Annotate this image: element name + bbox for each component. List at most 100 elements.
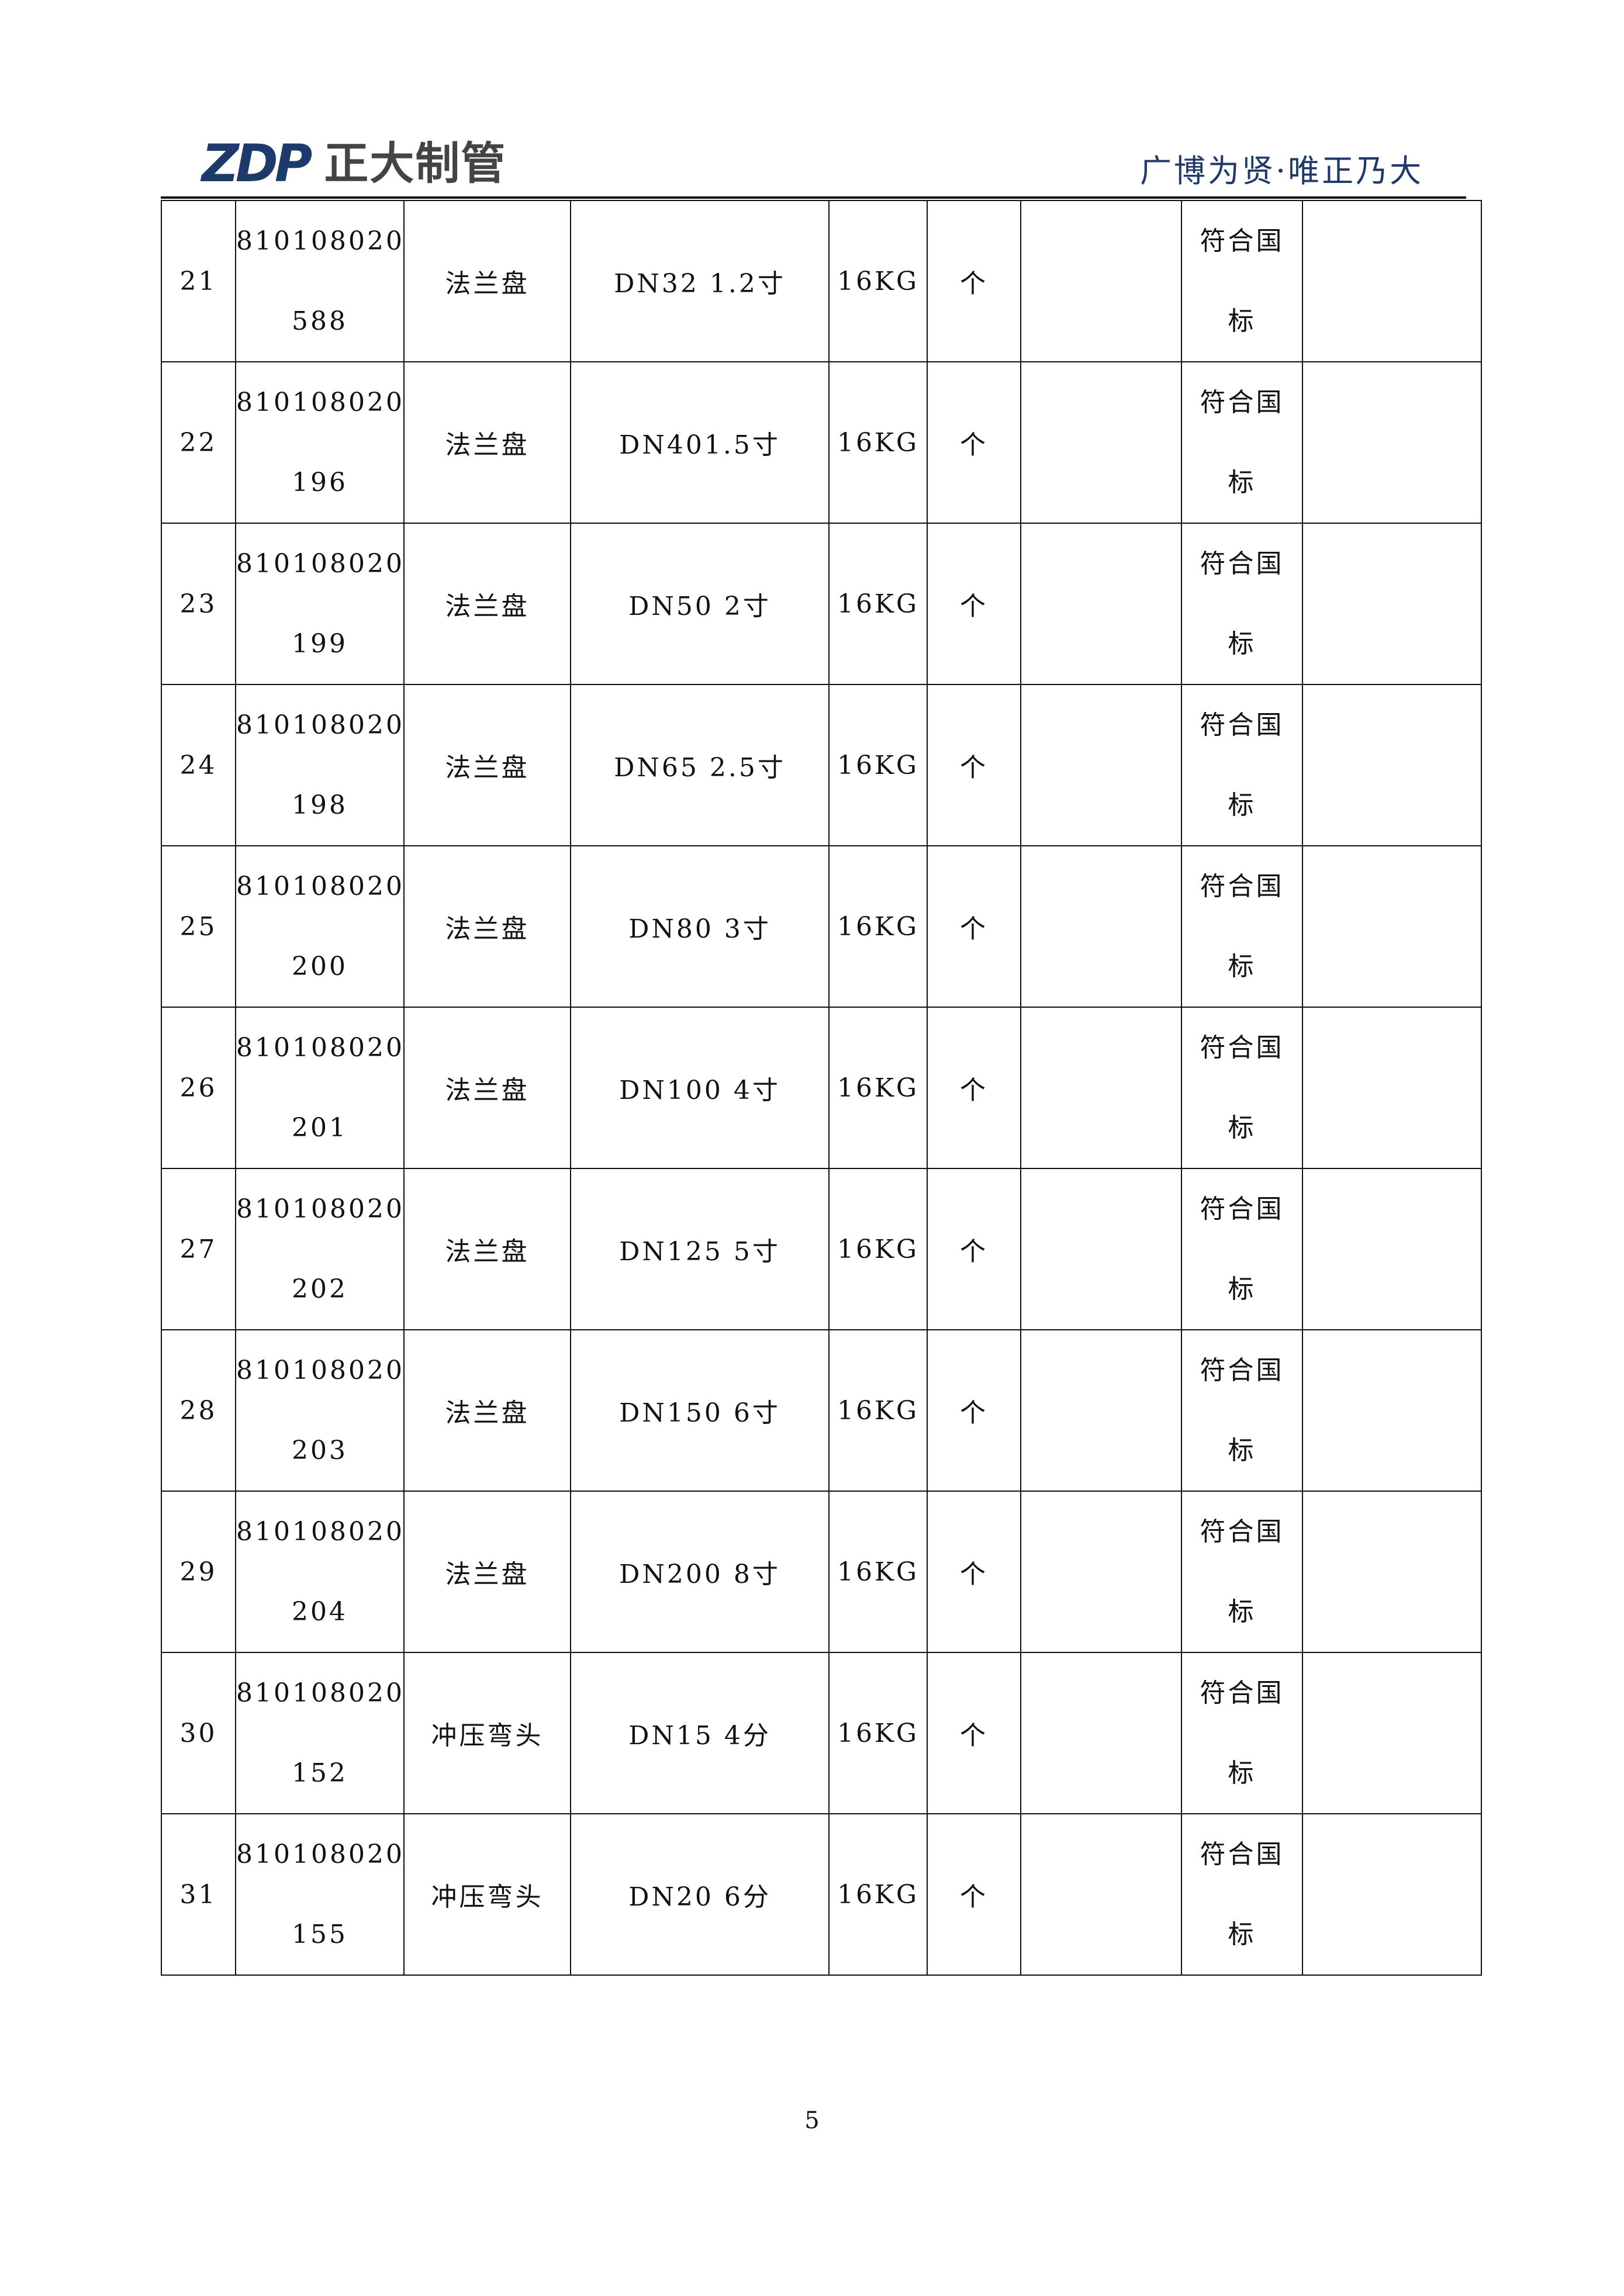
code-cell: 810108020 201 <box>235 1007 405 1169</box>
code-cell: 810108020 152 <box>235 1652 405 1814</box>
table-row: 22 810108020 196 法兰盘 DN401.5寸 16KG 个 符合国标 <box>161 361 1482 524</box>
header-rule <box>161 196 1466 199</box>
code-text: 810108020 <box>236 1517 405 1547</box>
code-text: 810108020 <box>236 1356 405 1385</box>
standard-cell: 符合国标 <box>1181 1329 1303 1492</box>
standard-text: 标 <box>1228 1274 1256 1304</box>
code-text: 810108020 <box>236 1194 405 1224</box>
name-cell: 冲压弯头 <box>403 1652 571 1814</box>
pressure-text: 16KG <box>837 1557 919 1587</box>
name-text: 法兰盘 <box>445 592 530 621</box>
standard-text: 标 <box>1228 1920 1256 1949</box>
pressure-cell: 16KG <box>828 1168 928 1330</box>
standard-text: 符合国 <box>1200 1356 1284 1385</box>
pressure-cell: 16KG <box>828 1329 928 1492</box>
code-text: 199 <box>292 629 348 659</box>
company-logo: ZDP 正大制管 <box>202 133 507 193</box>
unit-text: 个 <box>960 753 988 783</box>
code-cell: 810108020 200 <box>235 845 405 1008</box>
qty-cell <box>1020 1491 1182 1653</box>
remark-cell <box>1302 1329 1482 1492</box>
logo-text: 正大制管 <box>324 137 507 189</box>
qty-cell <box>1020 1813 1182 1976</box>
unit-text: 个 <box>960 1076 988 1105</box>
name-text: 法兰盘 <box>445 1237 530 1267</box>
unit-cell: 个 <box>927 845 1021 1008</box>
name-text: 法兰盘 <box>445 1560 530 1589</box>
pressure-text: 16KG <box>837 266 919 296</box>
standard-text: 标 <box>1228 1436 1256 1465</box>
spec-cell: DN32 1.2寸 <box>570 200 830 362</box>
unit-cell: 个 <box>927 1168 1021 1330</box>
code-text: 810108020 <box>236 388 405 417</box>
code-text: 810108020 <box>236 1678 405 1708</box>
unit-cell: 个 <box>927 1652 1021 1814</box>
code-cell: 810108020 196 <box>235 361 405 524</box>
remark-cell <box>1302 361 1482 524</box>
no-cell: 28 <box>161 1329 236 1492</box>
standard-cell: 符合国标 <box>1181 361 1303 524</box>
no-cell: 22 <box>161 361 236 524</box>
spec-cell: DN150 6寸 <box>570 1329 830 1492</box>
table-row: 26 810108020 201 法兰盘 DN100 4寸 16KG 个 符合国标 <box>161 1007 1482 1169</box>
code-text: 204 <box>292 1597 348 1627</box>
code-text: 155 <box>292 1920 348 1949</box>
no-text: 25 <box>179 911 217 942</box>
no-text: 28 <box>179 1395 217 1426</box>
spec-cell: DN100 4寸 <box>570 1007 830 1169</box>
table-row: 30 810108020 152 冲压弯头 DN15 4分 16KG 个 符合国标 <box>161 1652 1482 1814</box>
table-row: 24 810108020 198 法兰盘 DN65 2.5寸 16KG 个 符合国标 <box>161 684 1482 846</box>
standard-cell: 符合国标 <box>1181 1168 1303 1330</box>
logo-mark: ZDP <box>202 133 312 193</box>
standard-text: 符合国 <box>1200 1839 1284 1869</box>
code-cell: 810108020 204 <box>235 1491 405 1653</box>
standard-text: 符合国 <box>1200 1517 1284 1547</box>
name-cell: 法兰盘 <box>403 1168 571 1330</box>
no-cell: 25 <box>161 845 236 1008</box>
code-text: 810108020 <box>236 710 405 740</box>
spec-cell: DN65 2.5寸 <box>570 684 830 846</box>
header-slogan: 广博为贤·唯正乃大 <box>1140 153 1424 189</box>
no-cell: 24 <box>161 684 236 846</box>
spec-text: DN200 8寸 <box>619 1560 780 1589</box>
page-number: 5 <box>804 2107 820 2134</box>
spec-text: DN100 4寸 <box>619 1076 780 1105</box>
spec-cell: DN401.5寸 <box>570 361 830 524</box>
pressure-cell: 16KG <box>828 1813 928 1976</box>
no-cell: 26 <box>161 1007 236 1169</box>
spec-text: DN150 6寸 <box>619 1398 780 1428</box>
spec-cell: DN50 2寸 <box>570 523 830 685</box>
code-cell: 810108020 198 <box>235 684 405 846</box>
code-text: 810108020 <box>236 1839 405 1869</box>
no-cell: 21 <box>161 200 236 362</box>
code-text: 810108020 <box>236 872 405 901</box>
code-text: 198 <box>292 790 348 820</box>
qty-cell <box>1020 1652 1182 1814</box>
remark-cell <box>1302 1491 1482 1653</box>
product-table: 21 810108020 588 法兰盘 DN32 1.2寸 16KG 个符合国标 22 810… <box>161 200 1482 1976</box>
pressure-cell: 16KG <box>828 684 928 846</box>
pressure-text: 16KG <box>837 911 919 942</box>
standard-cell: 符合国标 <box>1181 1813 1303 1976</box>
code-text: 810108020 <box>236 549 405 579</box>
name-cell: 法兰盘 <box>403 1491 571 1653</box>
unit-cell: 个 <box>927 361 1021 524</box>
name-text: 法兰盘 <box>445 430 530 460</box>
no-cell: 31 <box>161 1813 236 1976</box>
no-text: 29 <box>179 1557 217 1587</box>
remark-cell <box>1302 684 1482 846</box>
standard-text: 标 <box>1228 468 1256 497</box>
unit-text: 个 <box>960 1560 988 1589</box>
code-cell: 810108020 202 <box>235 1168 405 1330</box>
pressure-text: 16KG <box>837 589 919 619</box>
table-row: 21 810108020 588 法兰盘 DN32 1.2寸 16KG 个 符合国标 <box>161 200 1482 362</box>
qty-cell <box>1020 1168 1182 1330</box>
table-row: 31 810108020 155 冲压弯头 DN20 6分 16KG 个 符合国标 <box>161 1813 1482 1976</box>
pressure-cell: 16KG <box>828 361 928 524</box>
spec-cell: DN200 8寸 <box>570 1491 830 1653</box>
pressure-text: 16KG <box>837 1395 919 1426</box>
unit-text: 个 <box>960 592 988 621</box>
qty-cell <box>1020 1329 1182 1492</box>
pressure-text: 16KG <box>837 750 919 780</box>
qty-cell <box>1020 684 1182 846</box>
